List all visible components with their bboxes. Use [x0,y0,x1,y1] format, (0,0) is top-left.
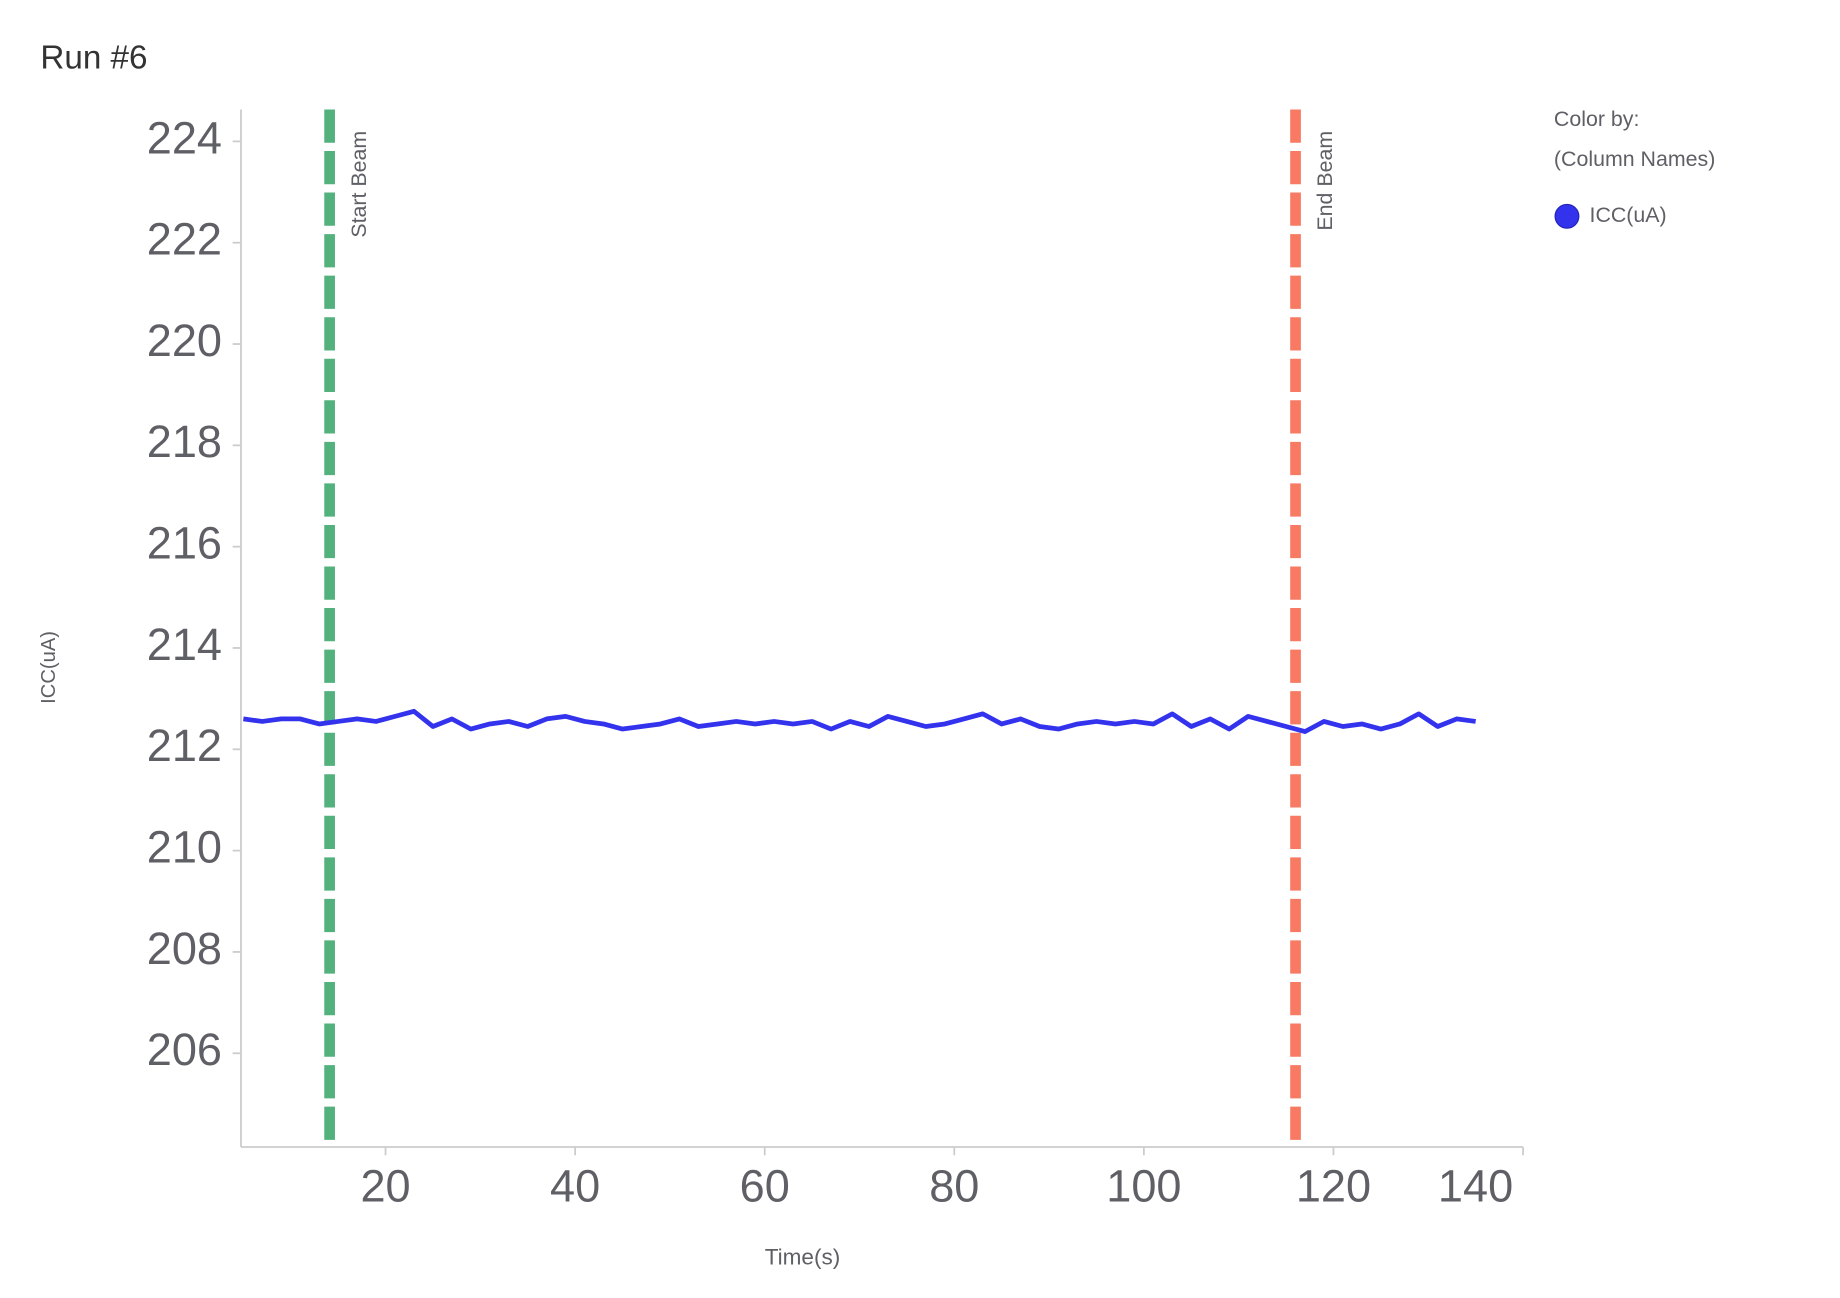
legend-title: (Column Names) [1554,147,1715,171]
y-tick-label: 212 [147,720,222,771]
y-tick-label: 214 [147,619,222,670]
legend-title: Color by: [1554,107,1639,131]
y-tick-label: 208 [147,923,222,974]
x-tick-label: 80 [929,1161,979,1212]
y-tick-label: 220 [147,315,222,366]
legend-marker [1554,203,1580,229]
y-tick-label: 222 [147,214,222,265]
data-line [243,708,1476,734]
x-tick-label: 40 [550,1161,600,1212]
y-tick-label: 210 [147,822,222,873]
chart-title: Run #6 [40,39,147,76]
x-tick-label: 120 [1296,1161,1371,1212]
y-tick-label: 216 [147,518,222,569]
reference-label: End Beam [1313,131,1337,231]
legend-label: ICC(uA) [1590,203,1667,227]
x-axis-label: Time(s) [765,1245,841,1270]
x-tick-label: 20 [360,1161,410,1212]
y-tick-label: 224 [147,112,222,163]
x-tick-label: 100 [1106,1161,1181,1212]
y-axis-label: ICC(uA) [38,631,60,704]
x-tick-label: 60 [740,1161,790,1212]
reference-label: Start Beam [347,131,371,238]
y-tick-label: 206 [147,1024,222,1075]
y-tick-label: 218 [147,416,222,467]
x-tick-label: 140 [1438,1161,1513,1212]
